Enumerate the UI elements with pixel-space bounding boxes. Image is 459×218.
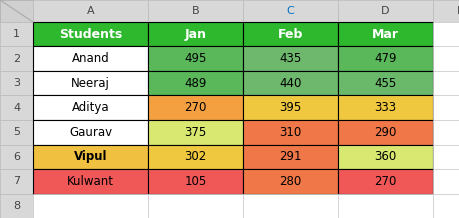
Bar — [338, 120, 433, 145]
Bar — [338, 169, 433, 194]
Bar — [0, 71, 33, 95]
Text: 455: 455 — [375, 77, 397, 90]
Bar — [0, 22, 33, 46]
Bar — [148, 194, 243, 218]
Text: Kulwant: Kulwant — [67, 175, 114, 188]
Bar — [0, 95, 33, 120]
Bar — [33, 71, 148, 95]
Text: A: A — [87, 6, 94, 16]
Bar — [243, 71, 338, 95]
Bar — [33, 120, 148, 145]
Bar — [433, 95, 459, 120]
Bar — [433, 145, 459, 169]
Bar — [433, 169, 459, 194]
Bar — [0, 169, 33, 194]
Text: 290: 290 — [374, 126, 397, 139]
Text: 360: 360 — [375, 150, 397, 163]
Text: 280: 280 — [280, 175, 302, 188]
Text: 3: 3 — [13, 78, 20, 88]
Bar — [433, 0, 459, 22]
Bar — [338, 95, 433, 120]
Bar — [148, 95, 243, 120]
Text: 375: 375 — [185, 126, 207, 139]
Bar — [243, 145, 338, 169]
Text: 8: 8 — [13, 201, 20, 211]
Bar — [0, 145, 33, 169]
Text: 2: 2 — [13, 54, 20, 64]
Bar — [33, 0, 148, 22]
Text: B: B — [192, 6, 199, 16]
Bar — [243, 22, 338, 46]
Bar — [338, 145, 433, 169]
Text: Anand: Anand — [72, 52, 109, 65]
Bar — [0, 0, 33, 22]
Bar — [148, 145, 243, 169]
Bar — [33, 22, 148, 46]
Text: 7: 7 — [13, 176, 20, 186]
Bar — [33, 194, 148, 218]
Bar — [243, 0, 338, 22]
Bar — [433, 194, 459, 218]
Text: 6: 6 — [13, 152, 20, 162]
Bar — [338, 194, 433, 218]
Text: Mar: Mar — [372, 28, 399, 41]
Text: Gaurav: Gaurav — [69, 126, 112, 139]
Text: 333: 333 — [375, 101, 397, 114]
Text: 440: 440 — [280, 77, 302, 90]
Bar — [148, 0, 243, 22]
Text: 4: 4 — [13, 103, 20, 113]
Bar — [33, 95, 148, 120]
Bar — [243, 95, 338, 120]
Bar — [148, 169, 243, 194]
Text: 5: 5 — [13, 127, 20, 137]
Text: 270: 270 — [374, 175, 397, 188]
Bar — [33, 145, 148, 169]
Bar — [33, 46, 148, 71]
Bar — [148, 22, 243, 46]
Text: Students: Students — [59, 28, 122, 41]
Text: 302: 302 — [185, 150, 207, 163]
Bar — [148, 120, 243, 145]
Text: D: D — [381, 6, 390, 16]
Bar — [433, 46, 459, 71]
Text: C: C — [286, 6, 294, 16]
Text: 291: 291 — [279, 150, 302, 163]
Text: 479: 479 — [374, 52, 397, 65]
Bar — [433, 71, 459, 95]
Bar — [243, 46, 338, 71]
Bar — [0, 194, 33, 218]
Text: 1: 1 — [13, 29, 20, 39]
Text: 395: 395 — [280, 101, 302, 114]
Text: 310: 310 — [280, 126, 302, 139]
Text: 489: 489 — [185, 77, 207, 90]
Text: E: E — [457, 6, 459, 16]
Bar — [243, 194, 338, 218]
Bar — [148, 46, 243, 71]
Bar — [338, 22, 433, 46]
Text: 105: 105 — [185, 175, 207, 188]
Text: Jan: Jan — [185, 28, 207, 41]
Bar — [433, 120, 459, 145]
Bar — [338, 71, 433, 95]
Text: Neeraj: Neeraj — [71, 77, 110, 90]
Text: 495: 495 — [185, 52, 207, 65]
Bar — [433, 22, 459, 46]
Bar — [0, 120, 33, 145]
Bar — [33, 169, 148, 194]
Text: 435: 435 — [280, 52, 302, 65]
Bar — [148, 71, 243, 95]
Text: 270: 270 — [185, 101, 207, 114]
Bar — [338, 46, 433, 71]
Bar — [338, 0, 433, 22]
Text: Vipul: Vipul — [74, 150, 107, 163]
Bar — [0, 46, 33, 71]
Text: Aditya: Aditya — [72, 101, 109, 114]
Bar — [243, 169, 338, 194]
Text: Feb: Feb — [278, 28, 303, 41]
Bar — [243, 120, 338, 145]
